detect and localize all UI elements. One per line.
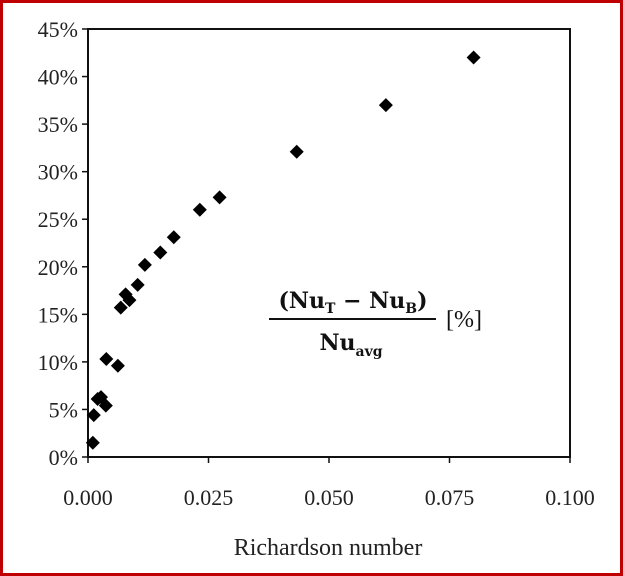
data-point-diamond bbox=[378, 98, 393, 113]
y-tick-label: 45% bbox=[38, 17, 78, 42]
data-point-diamond bbox=[98, 398, 113, 413]
y-tick-label: 20% bbox=[38, 255, 78, 280]
x-tick-label: 0.100 bbox=[545, 485, 595, 510]
data-point-diamond bbox=[99, 352, 114, 367]
formula-unit: [%] bbox=[446, 307, 482, 333]
formula-annotation: (NuT − NuB) Nuavg [%] bbox=[269, 288, 482, 360]
y-tick-label: 40% bbox=[38, 65, 78, 90]
data-point-diamond bbox=[466, 50, 481, 65]
data-point-diamond bbox=[130, 277, 145, 292]
formula-subscript-t: T bbox=[325, 301, 336, 317]
data-point-diamond bbox=[85, 435, 100, 450]
data-point-diamond bbox=[110, 358, 125, 373]
x-axis-ticks: 0.000 0.025 0.050 0.075 0.100 bbox=[63, 457, 595, 510]
x-axis-label: Richardson number bbox=[234, 535, 423, 561]
y-tick-label: 15% bbox=[38, 302, 78, 327]
y-tick-label: 25% bbox=[38, 207, 78, 232]
x-tick-label: 0.025 bbox=[184, 485, 234, 510]
data-point-diamond bbox=[212, 190, 227, 205]
plot-area-border bbox=[87, 28, 571, 458]
svg-text:Nuavg: Nuavg bbox=[319, 330, 382, 360]
formula-subscript-avg: avg bbox=[356, 344, 383, 360]
y-tick-label: 5% bbox=[49, 397, 78, 422]
x-tick-label: 0.000 bbox=[63, 485, 113, 510]
data-point-diamond bbox=[192, 202, 207, 217]
formula-denominator: Nu bbox=[319, 330, 355, 356]
y-tick-label: 30% bbox=[38, 160, 78, 185]
formula-subscript-b: B bbox=[405, 301, 417, 317]
formula-numerator-minus: − Nu bbox=[335, 288, 405, 314]
data-point-diamond bbox=[122, 293, 137, 308]
data-point-diamond bbox=[289, 144, 304, 159]
formula-numerator-open: (Nu bbox=[278, 288, 325, 314]
data-point-diamond bbox=[166, 230, 181, 245]
y-axis-ticks: 0% 5% 10% 15% 20% 25% 30% 35% 40% 45% bbox=[38, 17, 88, 470]
chart-axes bbox=[87, 28, 571, 458]
formula-numerator-close: ) bbox=[417, 288, 427, 314]
data-points bbox=[85, 50, 481, 450]
data-point-diamond bbox=[153, 245, 168, 260]
data-point-diamond bbox=[137, 257, 152, 272]
svg-text:(NuT − NuB): (NuT − NuB) bbox=[278, 288, 427, 317]
y-tick-label: 35% bbox=[38, 112, 78, 137]
y-tick-label: 0% bbox=[49, 445, 78, 470]
data-point-diamond bbox=[113, 300, 128, 315]
x-tick-label: 0.050 bbox=[304, 485, 354, 510]
x-tick-label: 0.075 bbox=[425, 485, 475, 510]
y-tick-label: 10% bbox=[38, 350, 78, 375]
data-point-diamond bbox=[86, 408, 101, 423]
